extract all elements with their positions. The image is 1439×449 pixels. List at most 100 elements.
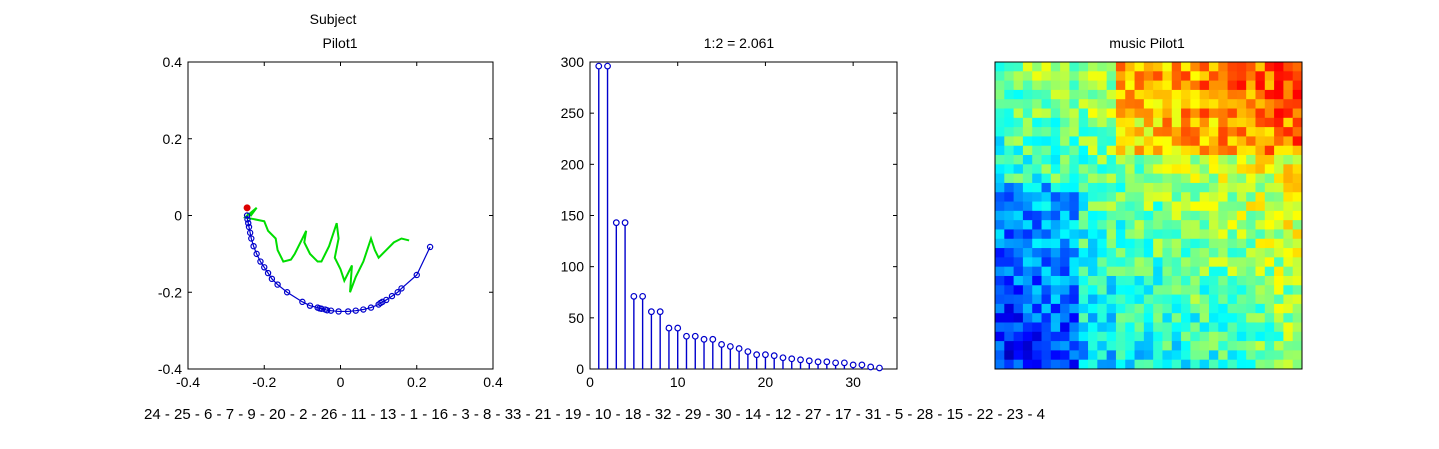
heatmap-cell [1153,99,1163,110]
heatmap-cell [1208,108,1219,119]
heatmap-cell [1125,62,1136,72]
stem-marker [595,62,603,70]
heatmap-cell [1162,210,1173,221]
heatmap-cell [1162,275,1173,286]
heatmap-cell [1162,238,1173,249]
heatmap-cell [1283,80,1294,91]
heatmap-cell [1106,210,1117,221]
heatmap-cell [1069,285,1080,296]
heatmap-cell [1060,136,1070,147]
heatmap-cell [1190,89,1201,100]
heatmap-cell [1041,248,1052,258]
heatmap-cell [995,117,1005,128]
heatmap-cell [1106,313,1117,323]
heatmap-cell [1134,155,1145,165]
heatmap-cell [1004,331,1015,342]
heatmap-cell [1283,182,1294,193]
heatmap-cell [1208,89,1219,100]
heatmap-cell [1255,99,1266,110]
heatmap-cell [1218,350,1229,361]
heatmap-cell [1115,303,1126,314]
heatmap-cell [1069,136,1080,147]
heatmap-cell [1255,266,1266,277]
heatmap-cell [995,303,1005,314]
heatmap-cell [1022,359,1033,370]
heatmap-cell [1041,145,1052,156]
heatmap-cell [995,285,1005,296]
heatmap-cell [1292,71,1303,82]
heatmap-cell [1274,164,1284,175]
heatmap-cell [1125,350,1136,361]
heatmap-cell [1274,248,1284,258]
heatmap-cell [1218,89,1229,100]
heatmap-cell [1255,303,1266,314]
heatmap-cell [1134,89,1145,100]
heatmap-cell [1236,155,1247,165]
heatmap-cell [1246,266,1256,277]
heatmap-cell [1208,99,1219,110]
heatmap-cell [1143,341,1154,351]
heatmap-cell [1088,80,1098,91]
heatmap-cell [1255,127,1266,137]
heatmap-cell [1264,331,1275,342]
heatmap-cell [1292,155,1303,165]
heatmap-cell [995,248,1005,258]
heatmap-cell [1004,248,1015,258]
heatmap-cell [1125,71,1136,82]
heatmap-cell [1125,164,1136,175]
heatmap-cell [1041,127,1052,137]
heatmap-cell [1088,322,1098,333]
heatmap-cell [1246,303,1256,314]
heatmap-cell [1041,331,1052,342]
heatmap-cell [1171,322,1182,333]
stem-marker [832,359,839,367]
heatmap-cell [1274,136,1284,147]
heatmap-cell [1134,294,1145,305]
heatmap-cell [1013,173,1024,184]
heatmap-cell [1255,341,1266,351]
heatmap-cell [1050,62,1061,72]
heatmap-cell [1088,127,1098,137]
heatmap-cell [1125,99,1136,110]
heatmap-cell [1171,229,1182,240]
heatmap-cell [1190,359,1201,370]
panel2-ytick-label: 0 [576,361,584,377]
heatmap-cell [1199,164,1210,175]
heatmap-cell [1143,127,1154,137]
heatmap-cell [1004,145,1015,156]
heatmap-cell [1115,201,1126,212]
heatmap-cell [1022,285,1033,296]
heatmap-cell [1115,127,1126,137]
heatmap-cell [1153,136,1163,147]
heatmap-cell [1218,341,1229,351]
heatmap-cell [1013,341,1024,351]
heatmap-cell [1050,117,1061,128]
heatmap-cell [1041,155,1052,165]
heatmap-cell [1143,108,1154,119]
heatmap-cell [1088,229,1098,240]
heatmap-cell [1227,322,1238,333]
heatmap-cell [1274,294,1284,305]
heatmap-cell [1004,201,1015,212]
heatmap-cell [1088,341,1098,351]
heatmap-cell [1022,155,1033,165]
heatmap-cell [1292,303,1303,314]
heatmap-cell [1274,80,1284,91]
heatmap-cell [1078,313,1089,323]
heatmap-cell [1134,331,1145,342]
blue-series-point [243,212,251,219]
heatmap-cell [1208,201,1219,212]
heatmap-cell [1255,248,1266,258]
heatmap-cell [1199,294,1210,305]
heatmap-cell [1106,182,1117,193]
heatmap-cell [1171,71,1182,82]
heatmap-cell [1032,331,1043,342]
heatmap-cell [1246,89,1256,100]
heatmap-cell [1097,127,1108,137]
heatmap-cell [1208,164,1219,175]
heatmap-cell [1125,248,1136,258]
heatmap-cell [1088,331,1098,342]
heatmap-cell [1264,294,1275,305]
heatmap-cell [1004,182,1015,193]
heatmap-cell [1078,136,1089,147]
